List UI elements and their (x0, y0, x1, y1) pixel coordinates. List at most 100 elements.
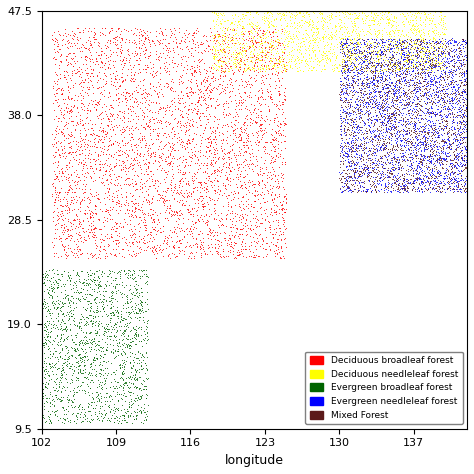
Point (173, 67, 180, 75)
Point (142, 322, 150, 330)
Point (395, 67, 403, 74)
Point (411, 143, 419, 150)
Point (384, 173, 392, 181)
Point (410, 56, 417, 64)
Point (350, 103, 357, 110)
Point (184, 209, 192, 216)
Point (278, 57, 285, 64)
Point (463, 146, 470, 153)
Point (115, 347, 122, 355)
Point (159, 222, 166, 230)
Point (440, 155, 447, 162)
Point (250, 251, 258, 258)
Point (105, 357, 112, 365)
Point (147, 200, 155, 207)
Point (197, 254, 205, 261)
Point (379, 118, 386, 126)
Point (294, 67, 301, 75)
Point (176, 177, 184, 185)
Point (418, 71, 425, 79)
Point (376, 91, 383, 99)
Point (405, 117, 412, 125)
Point (239, 221, 246, 228)
Point (188, 154, 195, 161)
Point (370, 180, 377, 187)
Point (386, 115, 394, 122)
Point (249, 167, 257, 175)
Point (460, 128, 467, 136)
Point (190, 204, 198, 212)
Point (269, 196, 276, 204)
Point (114, 44, 121, 52)
Point (167, 128, 174, 136)
Point (363, 55, 370, 63)
Point (204, 144, 211, 151)
Point (341, 125, 348, 132)
Point (372, 92, 380, 100)
Point (59, 366, 66, 374)
Point (361, 36, 368, 44)
Point (360, 102, 368, 109)
Point (403, 135, 410, 143)
Point (82, 321, 90, 329)
Point (161, 36, 169, 43)
Point (257, 100, 265, 108)
Point (51, 324, 59, 331)
Point (346, 35, 354, 43)
Point (98, 119, 105, 127)
Point (271, 155, 278, 163)
Point (135, 385, 143, 393)
Point (376, 67, 384, 74)
Point (396, 38, 404, 46)
Point (321, 54, 329, 62)
Point (356, 58, 363, 65)
Point (352, 158, 359, 165)
Point (255, 181, 263, 189)
Point (93, 355, 101, 363)
Point (425, 63, 432, 71)
Point (395, 98, 402, 106)
Point (122, 292, 129, 299)
Point (369, 59, 376, 66)
Point (347, 145, 355, 153)
Point (139, 109, 146, 116)
Point (63, 414, 71, 422)
Point (197, 78, 205, 86)
Point (202, 32, 210, 40)
Point (162, 79, 169, 87)
Point (402, 187, 410, 195)
Point (427, 168, 435, 176)
Point (439, 81, 447, 89)
Point (58, 374, 65, 381)
Point (281, 115, 288, 122)
Point (67, 271, 74, 279)
Point (235, 234, 243, 242)
Point (90, 33, 98, 41)
Point (106, 407, 114, 415)
Point (96, 135, 103, 143)
Point (71, 91, 78, 99)
Point (345, 150, 352, 157)
Point (349, 65, 356, 73)
Point (185, 37, 193, 45)
Point (64, 124, 71, 132)
Point (338, 47, 346, 55)
Point (428, 56, 436, 64)
Point (213, 56, 221, 64)
Point (69, 386, 77, 393)
Point (166, 202, 173, 210)
Point (55, 219, 62, 227)
Point (375, 59, 383, 67)
Point (374, 59, 381, 67)
Point (177, 73, 185, 81)
Point (413, 100, 420, 107)
Point (414, 139, 422, 146)
Point (138, 289, 146, 296)
Point (415, 51, 422, 58)
Point (283, 67, 290, 75)
Point (450, 52, 457, 59)
Point (185, 182, 192, 189)
Point (99, 357, 107, 365)
Point (195, 178, 202, 186)
Point (368, 100, 376, 108)
